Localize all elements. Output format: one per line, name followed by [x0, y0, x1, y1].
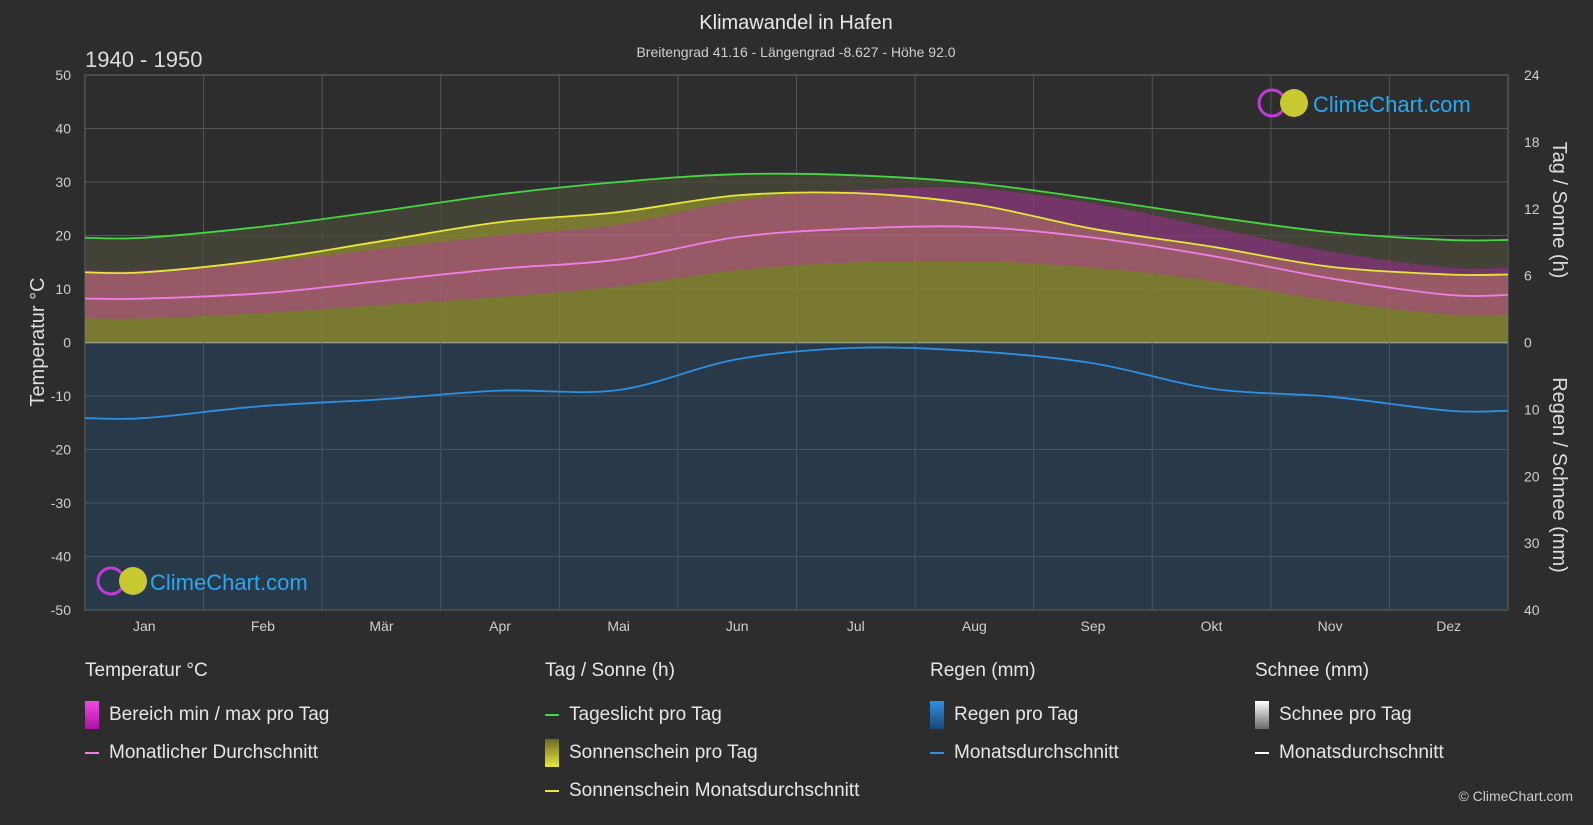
- y-tick-label-precip: 40: [1524, 602, 1540, 618]
- rain-area-fill: [85, 342, 1508, 610]
- y-tick-label-left: 40: [55, 121, 71, 137]
- logo-globe-icon: [1280, 89, 1308, 117]
- y-tick-label-left: -30: [51, 495, 71, 511]
- sunshine-avg-line: [84, 191, 1509, 276]
- x-tick-label: Apr: [489, 618, 511, 634]
- right-bottom-axis-label: Regen / Schnee (mm): [1548, 377, 1570, 573]
- legend-item-rain: Regen pro Tag: [930, 696, 1119, 734]
- y-tick-label-left: -40: [51, 549, 71, 565]
- y-tick-label-left: -10: [51, 388, 71, 404]
- rain-avg-line: [84, 346, 1509, 420]
- copyright: © ClimeChart.com: [1458, 788, 1573, 804]
- x-tick-label: Mai: [607, 618, 630, 634]
- y-tick-label-left: 50: [55, 67, 71, 83]
- y-tick-label-left: 20: [55, 228, 71, 244]
- legend-heading: Tag / Sonne (h): [545, 660, 675, 681]
- temperature-range-area: [85, 187, 1508, 319]
- line-swatch-icon: [1255, 752, 1269, 754]
- legend-item-temp-avg: Monatlicher Durchschnitt: [85, 734, 329, 772]
- line-swatch-icon: [545, 714, 559, 716]
- y-tick-label-hours: 6: [1524, 268, 1532, 284]
- y-tick-label-precip: 10: [1524, 401, 1540, 417]
- legend-heading: Regen (mm): [930, 660, 1036, 681]
- series-lines: [84, 172, 1509, 420]
- right-top-axis-label: Tag / Sonne (h): [1548, 142, 1570, 279]
- x-tick-label: Jun: [726, 618, 749, 634]
- chart-subtitle: Breitengrad 41.16 - Längengrad -8.627 - …: [636, 44, 955, 60]
- y-tick-label-left: 10: [55, 281, 71, 297]
- y-tick-label-precip: 20: [1524, 468, 1540, 484]
- line-swatch-icon: [930, 752, 944, 754]
- x-tick-label: Feb: [251, 618, 275, 634]
- y-tick-label-left: 0: [63, 335, 71, 351]
- y-tick-label-left: -50: [51, 602, 71, 618]
- line-swatch-icon: [545, 790, 559, 792]
- x-tick-label: Aug: [962, 618, 987, 634]
- line-swatch-icon: [85, 752, 99, 754]
- x-tick-label: Jan: [133, 618, 156, 634]
- legend-item-sunshine: Sonnenschein pro Tag: [545, 734, 859, 772]
- logo-text: ClimeChart.com: [150, 570, 308, 595]
- logo-text: ClimeChart.com: [1313, 92, 1471, 117]
- legend-item-rain-avg: Monatsdurchschnitt: [930, 734, 1119, 772]
- legend-heading: Temperatur °C: [85, 660, 208, 681]
- chart-title: Klimawandel in Hafen: [699, 12, 892, 34]
- legend-item-snow: Schnee pro Tag: [1255, 696, 1444, 734]
- legend-temperature: Temperatur °C Bereich min / max pro Tag …: [85, 660, 329, 772]
- x-tick-label: Sep: [1080, 618, 1105, 634]
- y-tick-label-precip: 30: [1524, 535, 1540, 551]
- daylight-line: [84, 172, 1509, 242]
- snow-swatch-icon: [1255, 701, 1269, 729]
- logo-top[interactable]: ClimeChart.com: [1257, 88, 1471, 118]
- legend-rain: Regen (mm) Regen pro Tag Monatsdurchschn…: [930, 660, 1119, 772]
- left-axis-label: Temperatur °C: [27, 277, 49, 406]
- x-tick-label: Okt: [1201, 618, 1223, 634]
- sunshine-area: [85, 173, 1508, 343]
- x-tick-label: Mär: [369, 618, 393, 634]
- y-tick-label-hours: 24: [1524, 67, 1540, 83]
- y-tick-label-hours: 0: [1524, 335, 1532, 351]
- x-tick-label: Nov: [1318, 618, 1343, 634]
- y-tick-label-left: 30: [55, 174, 71, 190]
- temperature-avg-line: [84, 225, 1509, 300]
- rain-swatch-icon: [930, 701, 944, 729]
- legend-item-sunshine-avg: Sonnenschein Monatsdurchschnitt: [545, 772, 859, 810]
- y-tick-label-hours: 12: [1524, 201, 1540, 217]
- logo-bottom[interactable]: ClimeChart.com: [96, 566, 308, 596]
- legend-item-daylight: Tageslicht pro Tag: [545, 696, 859, 734]
- legend-sun: Tag / Sonne (h) Tageslicht pro Tag Sonne…: [545, 660, 859, 810]
- temperature-range-band: [85, 187, 1508, 319]
- range-swatch-icon: [85, 701, 99, 729]
- x-tick-label: Jul: [847, 618, 865, 634]
- sunshine-area-fill: [85, 192, 1508, 343]
- y-tick-label-hours: 18: [1524, 134, 1540, 150]
- x-tick-label: Dez: [1436, 618, 1461, 634]
- logo-globe-icon: [119, 567, 147, 595]
- sunshine-swatch-icon: [545, 739, 559, 767]
- rain-area: [85, 342, 1508, 610]
- period-label: 1940 - 1950: [85, 47, 202, 72]
- climate-chart: 50 40 30 20 10 0 -10 -20 -30 -40 -50 24 18 12 6 0 10 20 30…: [27, 12, 1570, 634]
- y-tick-label-left: -20: [51, 442, 71, 458]
- axis-ticks: 50 40 30 20 10 0 -10 -20 -30 -40 -50 24 18 12 6 0 10 20 30…: [51, 67, 1540, 634]
- legend-item-snow-avg: Monatsdurchschnitt: [1255, 734, 1444, 772]
- legend-item-temp-range: Bereich min / max pro Tag: [85, 696, 329, 734]
- legend-heading: Schnee (mm): [1255, 660, 1370, 681]
- legend-snow: Schnee (mm) Schnee pro Tag Monatsdurchsc…: [1255, 660, 1444, 772]
